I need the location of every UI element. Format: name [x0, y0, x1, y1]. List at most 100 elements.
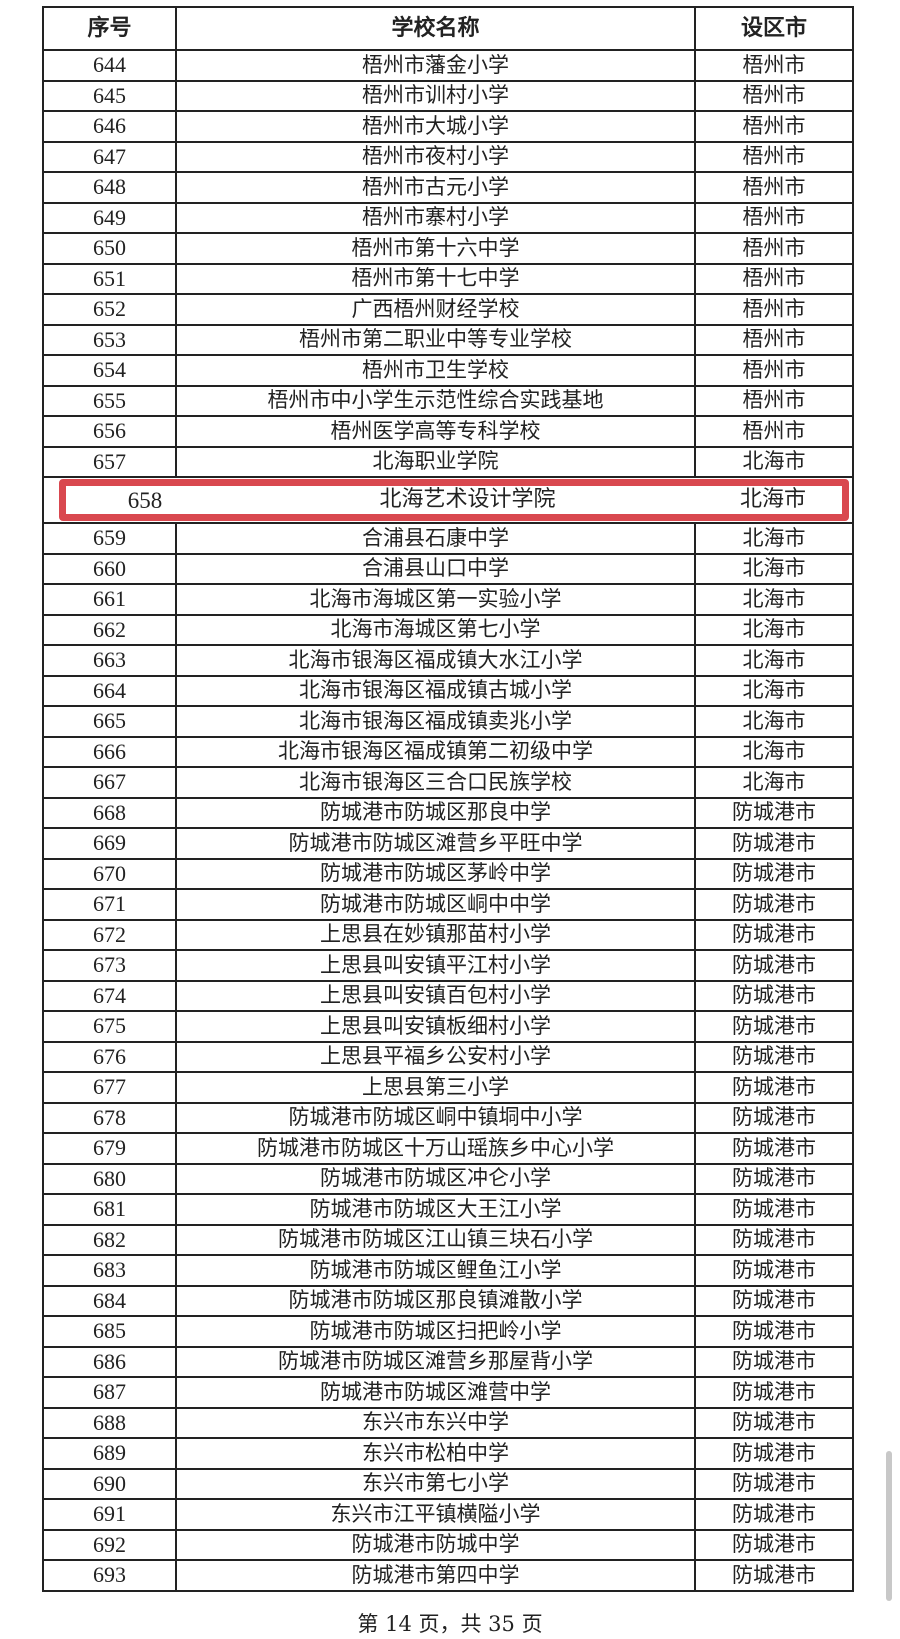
city-cell: 防城港市	[694, 1376, 854, 1409]
serial-number-cell: 649	[42, 201, 177, 234]
highlight-frame: 658 北海艺术设计学院 北海市	[59, 479, 849, 521]
serial-number-cell: 652	[42, 293, 177, 326]
school-name-cell: 梧州市卫生学校	[175, 354, 696, 387]
serial-number-cell: 674	[42, 979, 177, 1012]
table-row: 691 东兴市江平镇横隘小学 防城港市	[42, 1498, 854, 1531]
table-row: 676 上思县平福乡公安村小学 防城港市	[42, 1040, 854, 1073]
table-row: 672 上思县在妙镇那苗村小学 防城港市	[42, 918, 854, 951]
highlighted-row-school-name: 北海艺术设计学院	[379, 487, 556, 512]
table-row: 649 梧州市寨村小学 梧州市	[42, 201, 854, 234]
table-row: 650 梧州市第十六中学 梧州市	[42, 232, 854, 265]
school-name-cell: 防城港市防城区滩营中学	[175, 1376, 696, 1409]
city-cell: 防城港市	[694, 888, 854, 921]
header-school-name: 学校名称	[175, 6, 696, 51]
table-row: 668 防城港市防城区那良中学 防城港市	[42, 796, 854, 829]
school-name-cell: 防城港市防城区峒中中学	[175, 888, 696, 921]
serial-number-cell: 682	[42, 1223, 177, 1256]
table-row: 678 防城港市防城区峒中镇垌中小学 防城港市	[42, 1101, 854, 1134]
school-name-cell: 梧州市藩金小学	[175, 49, 696, 82]
header-serial-number: 序号	[42, 6, 177, 51]
serial-number-cell: 655	[42, 384, 177, 417]
city-cell: 防城港市	[694, 857, 854, 890]
city-cell: 防城港市	[694, 1467, 854, 1500]
serial-number-cell: 673	[42, 949, 177, 982]
school-name-cell: 防城港市防城区那良中学	[175, 796, 696, 829]
serial-number-cell: 676	[42, 1040, 177, 1073]
table-row: 688 东兴市东兴中学 防城港市	[42, 1406, 854, 1439]
school-name-cell: 防城港市防城区冲仑小学	[175, 1162, 696, 1195]
school-list-table: 序号 学校名称 设区市 644 梧州市藩金小学 梧州市 645 梧州市训村小学 梧州市 64…	[42, 6, 854, 1592]
city-cell: 梧州市	[694, 415, 854, 448]
school-name-cell: 梧州市第二职业中等专业学校	[175, 323, 696, 356]
city-cell: 梧州市	[694, 171, 854, 204]
school-name-cell: 上思县第三小学	[175, 1071, 696, 1104]
serial-number-cell: 677	[42, 1071, 177, 1104]
city-cell: 防城港市	[694, 1010, 854, 1043]
table-row: 660 合浦县山口中学 北海市	[42, 552, 854, 585]
table-row: 655 梧州市中小学生示范性综合实践基地 梧州市	[42, 384, 854, 417]
table-row: 662 北海市海城区第七小学 北海市	[42, 613, 854, 646]
city-cell: 北海市	[694, 445, 854, 478]
school-name-cell: 防城港市防城区大王江小学	[175, 1193, 696, 1226]
school-name-cell: 梧州医学高等专科学校	[175, 415, 696, 448]
serial-number-cell: 670	[42, 857, 177, 890]
city-cell: 防城港市	[694, 1223, 854, 1256]
table-row: 673 上思县叫安镇平江村小学 防城港市	[42, 949, 854, 982]
table-row: 663 北海市银海区福成镇大水江小学 北海市	[42, 644, 854, 677]
school-name-cell: 北海市银海区三合口民族学校	[175, 766, 696, 799]
serial-number-cell: 659	[42, 522, 177, 555]
table-row: 671 防城港市防城区峒中中学 防城港市	[42, 888, 854, 921]
school-name-cell: 防城港市防城区滩营乡那屋背小学	[175, 1345, 696, 1378]
city-cell: 北海市	[694, 674, 854, 707]
table-row: 690 东兴市第七小学 防城港市	[42, 1467, 854, 1500]
city-cell: 梧州市	[694, 262, 854, 295]
city-cell: 北海市	[694, 644, 854, 677]
highlighted-row-cell: 658 北海艺术设计学院 北海市	[42, 476, 854, 524]
school-name-cell: 北海市海城区第一实验小学	[175, 583, 696, 616]
city-cell: 北海市	[694, 522, 854, 555]
table-row: 665 北海市银海区福成镇卖兆小学 北海市	[42, 705, 854, 738]
table-row: 680 防城港市防城区冲仑小学 防城港市	[42, 1162, 854, 1195]
school-name-cell: 防城港市防城中学	[175, 1528, 696, 1561]
city-cell: 梧州市	[694, 140, 854, 173]
serial-number-cell: 663	[42, 644, 177, 677]
serial-number-cell: 662	[42, 613, 177, 646]
serial-number-cell: 681	[42, 1193, 177, 1226]
school-name-cell: 北海职业学院	[175, 445, 696, 478]
school-name-cell: 梧州市古元小学	[175, 171, 696, 204]
serial-number-cell: 683	[42, 1254, 177, 1287]
header-city: 设区市	[694, 6, 854, 51]
serial-number-cell: 648	[42, 171, 177, 204]
city-cell: 防城港市	[694, 1071, 854, 1104]
school-name-cell: 梧州市夜村小学	[175, 140, 696, 173]
vertical-scrollbar[interactable]	[886, 1451, 892, 1601]
school-name-cell: 东兴市江平镇横隘小学	[175, 1498, 696, 1531]
serial-number-cell: 664	[42, 674, 177, 707]
city-cell: 防城港市	[694, 1193, 854, 1226]
serial-number-cell: 686	[42, 1345, 177, 1378]
table-row: 687 防城港市防城区滩营中学 防城港市	[42, 1376, 854, 1409]
city-cell: 梧州市	[694, 354, 854, 387]
school-name-cell: 梧州市训村小学	[175, 79, 696, 112]
serial-number-cell: 671	[42, 888, 177, 921]
city-cell: 防城港市	[694, 1162, 854, 1195]
highlighted-row: 658 北海艺术设计学院 北海市	[42, 476, 854, 524]
city-cell: 梧州市	[694, 323, 854, 356]
serial-number-cell: 668	[42, 796, 177, 829]
serial-number-cell: 645	[42, 79, 177, 112]
school-name-cell: 梧州市中小学生示范性综合实践基地	[175, 384, 696, 417]
school-name-cell: 上思县叫安镇板细村小学	[175, 1010, 696, 1043]
table-row: 666 北海市银海区福成镇第二初级中学 北海市	[42, 735, 854, 768]
school-name-cell: 防城港市防城区江山镇三块石小学	[175, 1223, 696, 1256]
serial-number-cell: 687	[42, 1376, 177, 1409]
city-cell: 梧州市	[694, 201, 854, 234]
school-name-cell: 防城港市第四中学	[175, 1559, 696, 1592]
table-row: 664 北海市银海区福成镇古城小学 北海市	[42, 674, 854, 707]
city-cell: 防城港市	[694, 1254, 854, 1287]
table-row: 659 合浦县石康中学 北海市	[42, 522, 854, 555]
city-cell: 北海市	[694, 705, 854, 738]
school-name-cell: 东兴市东兴中学	[175, 1406, 696, 1439]
serial-number-cell: 675	[42, 1010, 177, 1043]
school-name-cell: 北海市银海区福成镇大水江小学	[175, 644, 696, 677]
school-name-cell: 防城港市防城区峒中镇垌中小学	[175, 1101, 696, 1134]
